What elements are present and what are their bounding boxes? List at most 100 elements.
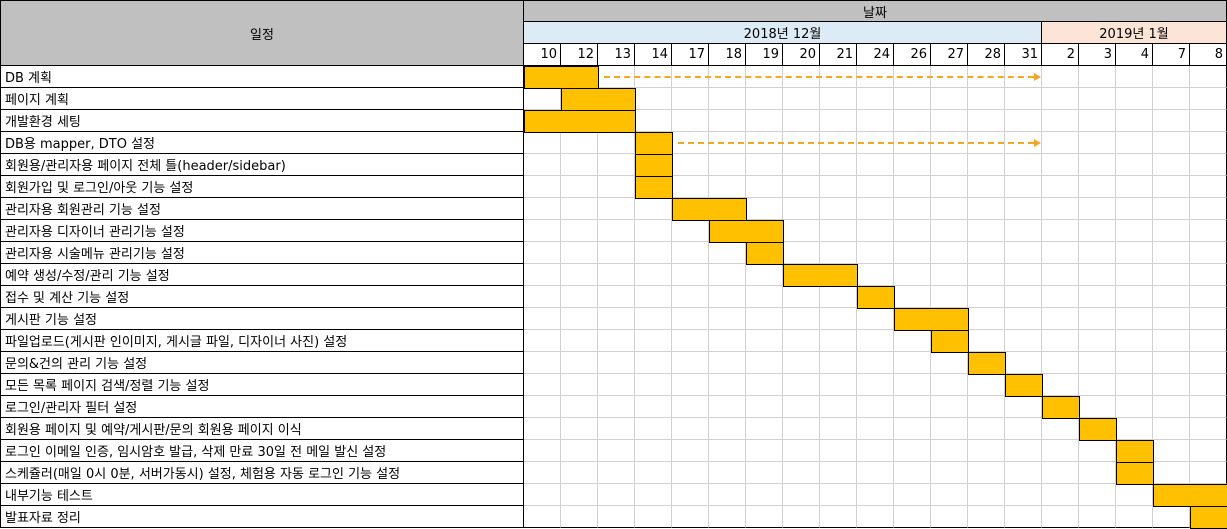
grid-cell[interactable] bbox=[894, 154, 931, 176]
grid-cell[interactable] bbox=[1042, 462, 1079, 484]
grid-cell[interactable] bbox=[746, 88, 783, 110]
task-name-cell[interactable]: 내부기능 테스트 bbox=[0, 484, 524, 506]
grid-cell[interactable] bbox=[598, 198, 635, 220]
task-name-cell[interactable]: 관리자용 디자이너 관리기능 설정 bbox=[0, 220, 524, 242]
grid-cell[interactable] bbox=[672, 396, 709, 418]
grid-cell[interactable] bbox=[561, 264, 598, 286]
grid-cell[interactable] bbox=[524, 374, 561, 396]
grid-cell[interactable] bbox=[561, 220, 598, 242]
grid-cell[interactable] bbox=[524, 198, 561, 220]
grid-cell[interactable] bbox=[820, 110, 857, 132]
grid-cell[interactable] bbox=[746, 264, 783, 286]
day-header-cell[interactable]: 31 bbox=[1005, 44, 1042, 66]
grid-cell[interactable] bbox=[635, 462, 672, 484]
grid-cell[interactable] bbox=[709, 440, 746, 462]
grid-cell[interactable] bbox=[524, 220, 561, 242]
grid-cell[interactable] bbox=[746, 352, 783, 374]
grid-cell[interactable] bbox=[1079, 330, 1116, 352]
grid-cell[interactable] bbox=[1190, 242, 1227, 264]
grid-cell[interactable] bbox=[709, 396, 746, 418]
grid-cell[interactable] bbox=[820, 352, 857, 374]
grid-cell[interactable] bbox=[1005, 242, 1042, 264]
grid-cell[interactable] bbox=[783, 440, 820, 462]
grid-cell[interactable] bbox=[561, 440, 598, 462]
grid-cell[interactable] bbox=[1079, 264, 1116, 286]
task-name-cell[interactable]: 관리자용 시술메뉴 관리기능 설정 bbox=[0, 242, 524, 264]
grid-cell[interactable] bbox=[672, 462, 709, 484]
grid-cell[interactable] bbox=[1079, 506, 1116, 528]
grid-cell[interactable] bbox=[968, 110, 1005, 132]
grid-cell[interactable] bbox=[820, 88, 857, 110]
grid-cell[interactable] bbox=[746, 176, 783, 198]
grid-cell[interactable] bbox=[894, 374, 931, 396]
grid-cell[interactable] bbox=[746, 440, 783, 462]
grid-cell[interactable] bbox=[672, 506, 709, 528]
grid-cell[interactable] bbox=[709, 308, 746, 330]
grid-cell[interactable] bbox=[709, 506, 746, 528]
grid-cell[interactable] bbox=[1042, 88, 1079, 110]
grid-cell[interactable] bbox=[968, 396, 1005, 418]
day-header-cell[interactable]: 21 bbox=[820, 44, 857, 66]
grid-cell[interactable] bbox=[1005, 506, 1042, 528]
grid-cell[interactable] bbox=[635, 506, 672, 528]
grid-cell[interactable] bbox=[1153, 176, 1190, 198]
grid-cell[interactable] bbox=[1079, 308, 1116, 330]
grid-cell[interactable] bbox=[709, 352, 746, 374]
grid-cell[interactable] bbox=[968, 484, 1005, 506]
grid-cell[interactable] bbox=[857, 462, 894, 484]
grid-cell[interactable] bbox=[783, 462, 820, 484]
grid-cell[interactable] bbox=[857, 88, 894, 110]
grid-cell[interactable] bbox=[1042, 330, 1079, 352]
grid-cell[interactable] bbox=[635, 88, 672, 110]
grid-cell[interactable] bbox=[1190, 286, 1227, 308]
grid-cell[interactable] bbox=[672, 484, 709, 506]
grid-cell[interactable] bbox=[598, 264, 635, 286]
grid-cell[interactable] bbox=[857, 352, 894, 374]
grid-cell[interactable] bbox=[783, 220, 820, 242]
grid-cell[interactable] bbox=[672, 418, 709, 440]
grid-cell[interactable] bbox=[1190, 220, 1227, 242]
task-name-cell[interactable]: 발표자료 정리 bbox=[0, 506, 524, 528]
grid-cell[interactable] bbox=[1005, 110, 1042, 132]
grid-cell[interactable] bbox=[1079, 286, 1116, 308]
grid-cell[interactable] bbox=[709, 418, 746, 440]
grid-cell[interactable] bbox=[931, 198, 968, 220]
grid-cell[interactable] bbox=[524, 440, 561, 462]
grid-cell[interactable] bbox=[524, 132, 561, 154]
grid-cell[interactable] bbox=[857, 396, 894, 418]
task-name-cell[interactable]: DB용 mapper, DTO 설정 bbox=[0, 132, 524, 154]
grid-cell[interactable] bbox=[1005, 396, 1042, 418]
grid-cell[interactable] bbox=[598, 286, 635, 308]
day-header-cell[interactable]: 17 bbox=[672, 44, 709, 66]
grid-cell[interactable] bbox=[1042, 132, 1079, 154]
grid-cell[interactable] bbox=[894, 330, 931, 352]
grid-cell[interactable] bbox=[561, 396, 598, 418]
grid-cell[interactable] bbox=[931, 88, 968, 110]
grid-cell[interactable] bbox=[1005, 286, 1042, 308]
grid-cell[interactable] bbox=[1042, 220, 1079, 242]
grid-cell[interactable] bbox=[1190, 330, 1227, 352]
grid-cell[interactable] bbox=[598, 220, 635, 242]
grid-cell[interactable] bbox=[1153, 110, 1190, 132]
grid-cell[interactable] bbox=[524, 330, 561, 352]
day-header-cell[interactable]: 12 bbox=[561, 44, 598, 66]
grid-cell[interactable] bbox=[1190, 308, 1227, 330]
month-header-jan[interactable]: 2019년 1월 bbox=[1042, 22, 1227, 44]
grid-cell[interactable] bbox=[1153, 506, 1190, 528]
task-name-cell[interactable]: 로그인/관리자 필터 설정 bbox=[0, 396, 524, 418]
grid-cell[interactable] bbox=[1079, 220, 1116, 242]
grid-cell[interactable] bbox=[524, 396, 561, 418]
grid-cell[interactable] bbox=[561, 330, 598, 352]
grid-cell[interactable] bbox=[1042, 418, 1079, 440]
grid-cell[interactable] bbox=[1079, 374, 1116, 396]
grid-cell[interactable] bbox=[1079, 242, 1116, 264]
grid-cell[interactable] bbox=[1153, 462, 1190, 484]
grid-cell[interactable] bbox=[598, 374, 635, 396]
grid-cell[interactable] bbox=[1153, 374, 1190, 396]
day-header-cell[interactable]: 18 bbox=[709, 44, 746, 66]
grid-cell[interactable] bbox=[931, 264, 968, 286]
grid-cell[interactable] bbox=[968, 286, 1005, 308]
grid-cell[interactable] bbox=[931, 506, 968, 528]
grid-cell[interactable] bbox=[598, 132, 635, 154]
grid-cell[interactable] bbox=[1153, 88, 1190, 110]
